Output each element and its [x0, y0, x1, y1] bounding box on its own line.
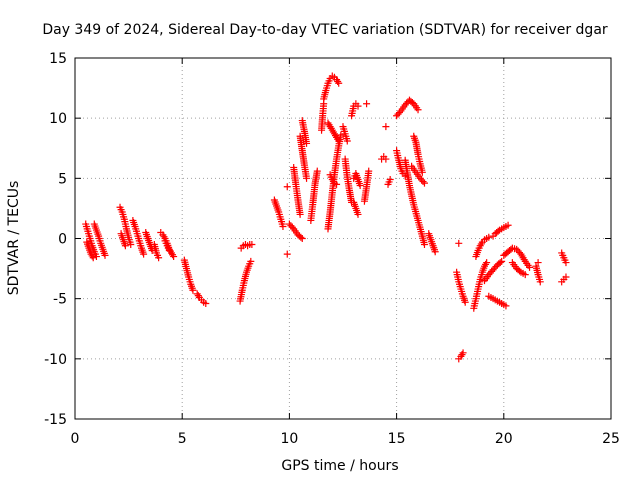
data-point [101, 251, 109, 259]
x-tick-label: 5 [178, 431, 187, 447]
data-point [419, 178, 427, 186]
x-tick-label: 0 [71, 431, 80, 447]
data-point [382, 155, 390, 163]
data-point [155, 254, 163, 262]
data-point [382, 123, 390, 131]
data-series-sdtvar [82, 72, 570, 363]
y-tick-label: 10 [49, 111, 67, 127]
data-point [356, 182, 364, 190]
data-point [562, 273, 570, 281]
data-point [298, 235, 306, 242]
x-tick-label: 25 [602, 431, 620, 447]
data-point [395, 109, 403, 117]
data-point [202, 299, 210, 307]
data-point [248, 241, 256, 249]
data-point [279, 222, 287, 230]
data-point [498, 257, 506, 265]
y-tick-label: -5 [53, 292, 67, 308]
x-tick-label: 20 [495, 431, 513, 447]
data-point [288, 223, 296, 231]
data-point [335, 79, 343, 87]
data-point [455, 239, 463, 247]
data-point [354, 102, 362, 110]
y-tick-label: -10 [44, 352, 67, 368]
chart-title: Day 349 of 2024, Sidereal Day-to-day VTE… [42, 22, 608, 38]
data-point [502, 302, 510, 310]
data-point [534, 259, 542, 267]
data-point [140, 250, 148, 258]
data-point [283, 183, 291, 191]
grid [75, 58, 611, 419]
data-point [420, 179, 428, 187]
x-axis: 0 5 10 15 20 25 [71, 58, 620, 447]
data-point [562, 259, 570, 267]
data-point [303, 174, 311, 182]
data-point [189, 286, 197, 294]
data-point [458, 351, 466, 359]
data-point [526, 263, 534, 271]
data-point [494, 227, 502, 235]
data-point [333, 180, 341, 188]
x-tick-label: 10 [280, 431, 298, 447]
data-point [334, 77, 342, 85]
data-point [504, 221, 512, 229]
data-point [247, 257, 255, 265]
data-point [165, 247, 173, 255]
data-point [92, 253, 100, 261]
y-axis-label: SDTVAR / TECUs [6, 181, 22, 296]
x-axis-label: GPS time / hours [281, 458, 398, 474]
y-tick-label: 15 [49, 51, 67, 67]
data-point [516, 267, 524, 275]
data-point [414, 106, 422, 114]
data-point [283, 250, 291, 258]
data-point [420, 241, 428, 249]
data-point [485, 233, 493, 241]
data-point [483, 259, 491, 267]
y-tick-label: -15 [44, 412, 67, 428]
y-tick-label: 0 [58, 232, 67, 248]
data-point [431, 248, 439, 256]
data-point [365, 167, 373, 175]
data-point [335, 137, 343, 145]
data-point [343, 137, 351, 145]
data-point [461, 298, 469, 306]
data-point [363, 100, 371, 108]
data-point [521, 271, 529, 279]
data-point [354, 210, 362, 218]
data-point [536, 278, 544, 286]
data-point [89, 254, 97, 262]
data-point [496, 259, 504, 267]
data-point [459, 349, 467, 357]
data-point [313, 167, 321, 175]
data-point [303, 139, 311, 147]
data-point [194, 292, 202, 300]
x-tick-label: 15 [388, 431, 406, 447]
data-point [121, 242, 129, 250]
y-tick-label: 5 [58, 171, 67, 187]
data-point [297, 233, 305, 241]
data-point [386, 176, 394, 184]
data-point [296, 210, 304, 218]
data-point [127, 241, 135, 249]
data-point [418, 168, 426, 176]
data-point [170, 253, 178, 261]
data-point [337, 131, 345, 139]
y-axis: -15 -10 -5 0 5 10 15 [44, 51, 611, 428]
